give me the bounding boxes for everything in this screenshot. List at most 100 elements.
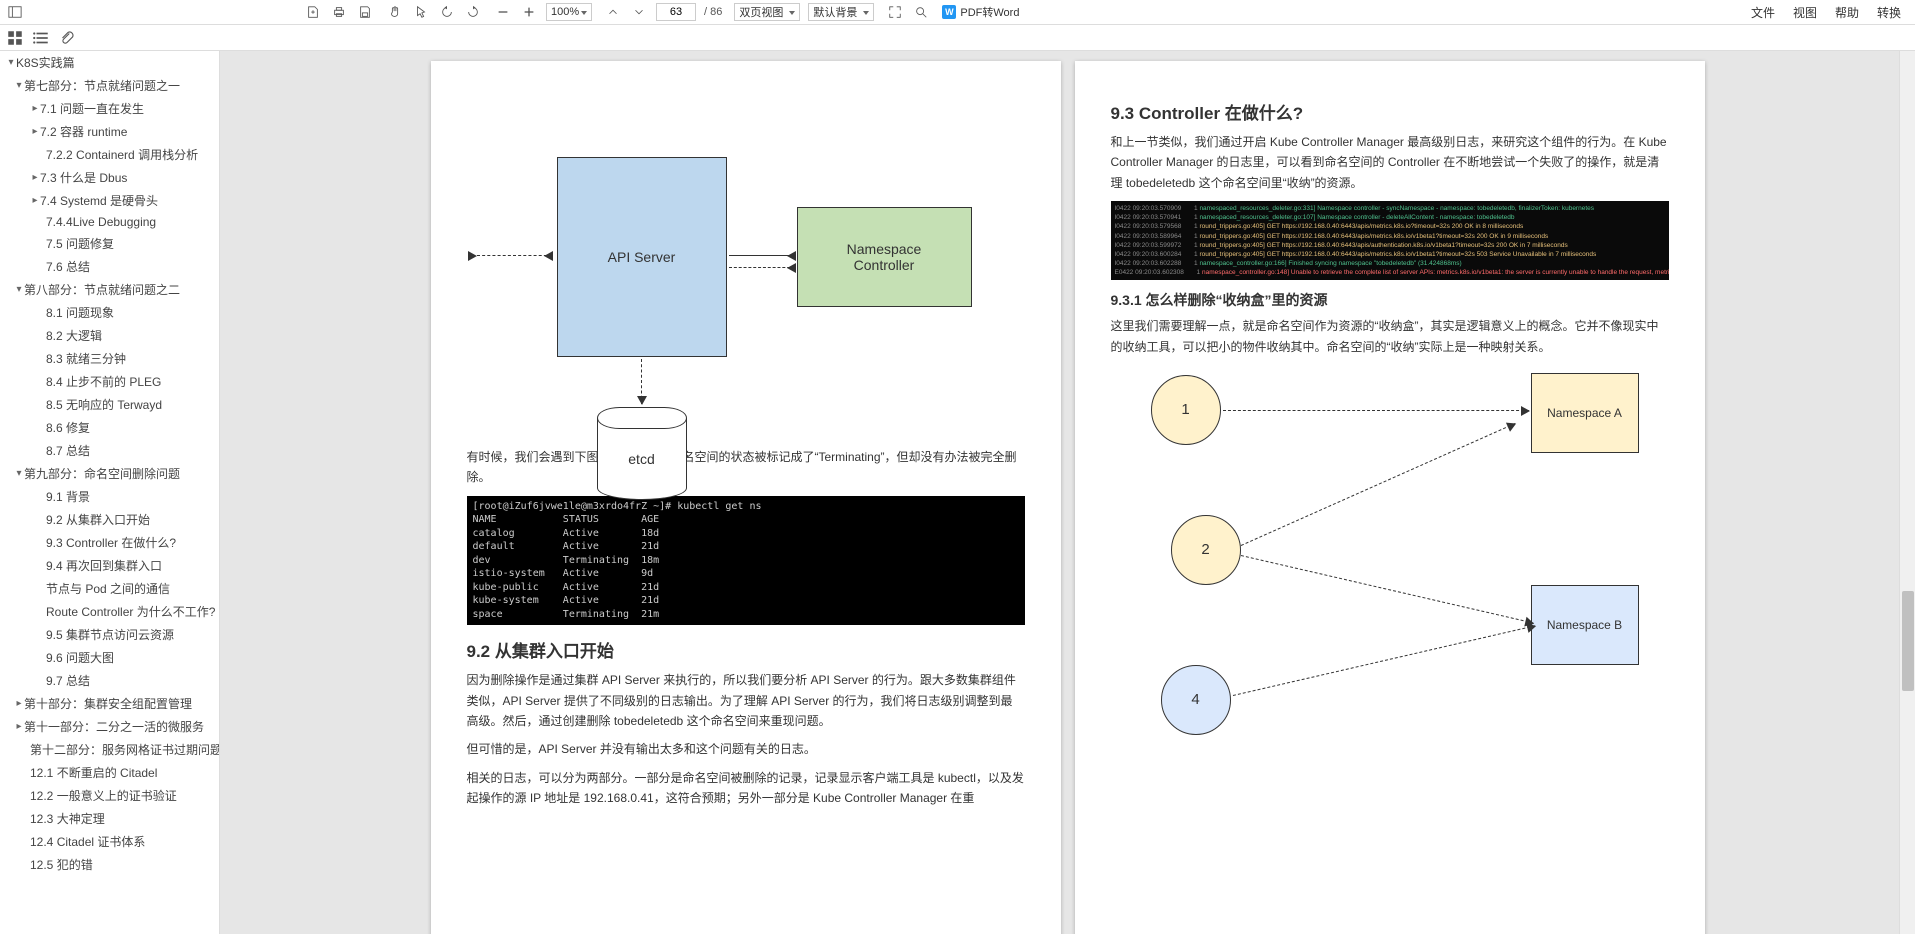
tree-p9-a[interactable]: 节点与 Pod 之间的通信 — [0, 577, 219, 600]
para-r2: 这里我们需要理解一点，就是命名空间作为资源的“收纳盒”，其实是逻辑意义上的概念。… — [1111, 316, 1669, 357]
tree-p7-4-4[interactable]: 7.4.4Live Debugging — [0, 212, 219, 232]
tree-p9-4[interactable]: 9.4 再次回到集群入口 — [0, 554, 219, 577]
view-tabs — [0, 25, 1915, 51]
zoom-out-icon[interactable] — [494, 3, 512, 21]
para-3: 但可惜的是，API Server 并没有输出太多和这个问题有关的日志。 — [467, 739, 1025, 759]
edge-2-a — [1240, 423, 1514, 546]
tree-p7-5[interactable]: 7.5 问题修复 — [0, 232, 219, 255]
api-server-box: API Server — [557, 157, 727, 357]
pointer-icon[interactable] — [412, 3, 430, 21]
tree-p7-4[interactable]: ▸7.4 Systemd 是硬骨头 — [0, 189, 219, 212]
view-mode-select[interactable]: 双页视图 — [734, 3, 800, 21]
page-input[interactable] — [656, 3, 696, 21]
tree-p12-2[interactable]: 12.2 一般意义上的证书验证 — [0, 784, 219, 807]
tree-p7-6[interactable]: 7.6 总结 — [0, 255, 219, 278]
tree-p7-3[interactable]: ▸7.3 什么是 Dbus — [0, 166, 219, 189]
rotate-right-icon[interactable] — [464, 3, 482, 21]
para-r1: 和上一节类似，我们通过开启 Kube Controller Manager 最高… — [1111, 132, 1669, 193]
tree-p8-1[interactable]: 8.1 问题现象 — [0, 301, 219, 324]
rotate-left-icon[interactable] — [438, 3, 456, 21]
page-left: API Server Namespace Controller etcd 有时候… — [431, 61, 1061, 934]
tree-p12[interactable]: 第十二部分：服务网格证书过期问题 — [0, 738, 219, 761]
tree-p12-1[interactable]: 12.1 不断重启的 Citadel — [0, 761, 219, 784]
pdf-viewer: API Server Namespace Controller etcd 有时候… — [220, 51, 1915, 934]
pdf-to-word-button[interactable]: W PDF转Word — [942, 4, 1019, 20]
body: ▾K8S实践篇 ▾第七部分：节点就绪问题之一 ▸7.1 问题一直在发生 ▸7.2… — [0, 51, 1915, 934]
tree-p9[interactable]: ▾第九部分：命名空间删除问题 — [0, 462, 219, 485]
fullscreen-icon[interactable] — [886, 3, 904, 21]
tree-p8-6[interactable]: 8.6 修复 — [0, 416, 219, 439]
save-icon[interactable] — [356, 3, 374, 21]
main-toolbar: 100% / 86 双页视图 默认背景 W PDF转Word 文件 — [0, 0, 1915, 25]
app-root: 100% / 86 双页视图 默认背景 W PDF转Word 文件 — [0, 0, 1915, 934]
sidebar-toggle-icon[interactable] — [6, 3, 24, 21]
tree-p10[interactable]: ▸第十部分：集群安全组配置管理 — [0, 692, 219, 715]
tree-p12-3[interactable]: 12.3 大神定理 — [0, 807, 219, 830]
page-up-icon[interactable] — [604, 3, 622, 21]
para-4: 相关的日志，可以分为两部分。一部分是命名空间被删除的记录，记录显示客户端工具是 … — [467, 768, 1025, 809]
tree-p8-2[interactable]: 8.2 大逻辑 — [0, 324, 219, 347]
export-icon[interactable] — [304, 3, 322, 21]
outline-view-icon[interactable] — [32, 29, 50, 47]
tree-p9-6[interactable]: 9.6 问题大图 — [0, 646, 219, 669]
print-icon[interactable] — [330, 3, 348, 21]
zoom-in-icon[interactable] — [520, 3, 538, 21]
bg-mode-select[interactable]: 默认背景 — [808, 3, 874, 21]
tree-p8-3[interactable]: 8.3 就绪三分钟 — [0, 347, 219, 370]
arrow-api-to-etcd — [641, 359, 642, 404]
word-badge-icon: W — [942, 5, 956, 19]
attachment-view-icon[interactable] — [58, 29, 76, 47]
outline-sidebar[interactable]: ▾K8S实践篇 ▾第七部分：节点就绪问题之一 ▸7.1 问题一直在发生 ▸7.2… — [0, 51, 220, 934]
node-1: 1 — [1151, 375, 1221, 445]
tree-p8-5[interactable]: 8.5 无响应的 Terwayd — [0, 393, 219, 416]
etcd-cylinder: etcd — [597, 407, 687, 502]
tree-p9-b[interactable]: Route Controller 为什么不工作? — [0, 600, 219, 623]
tree-p8[interactable]: ▾第八部分：节点就绪问题之二 — [0, 278, 219, 301]
thumbnail-view-icon[interactable] — [6, 29, 24, 47]
terminal-output: [root@iZuf6jvwe1le@m3xrdo4frZ ~]# kubect… — [467, 496, 1025, 626]
menu-convert[interactable]: 转换 — [1877, 4, 1901, 21]
namespace-a-box: Namespace A — [1531, 373, 1639, 453]
node-4: 4 — [1161, 665, 1231, 735]
menu-file[interactable]: 文件 — [1751, 4, 1775, 21]
page-down-icon[interactable] — [630, 3, 648, 21]
ns-controller-box: Namespace Controller — [797, 207, 972, 307]
scrollbar-thumb[interactable] — [1902, 591, 1914, 691]
tree-p8-4[interactable]: 8.4 止步不前的 PLEG — [0, 370, 219, 393]
tree-p12-4[interactable]: 12.4 Citadel 证书体系 — [0, 830, 219, 853]
edge-4-b — [1232, 625, 1534, 696]
heading-9-2: 9.2 从集群入口开始 — [467, 637, 1025, 662]
search-icon[interactable] — [912, 3, 930, 21]
arrow-ns-to-api — [729, 255, 795, 256]
tree-p9-1[interactable]: 9.1 背景 — [0, 485, 219, 508]
tree-p9-3[interactable]: 9.3 Controller 在做什么? — [0, 531, 219, 554]
tree-p7-2-2[interactable]: 7.2.2 Containerd 调用栈分析 — [0, 143, 219, 166]
para-1: 有时候，我们会遇到下图中的问题，即命名空间的状态被标记成了“Terminatin… — [467, 447, 1025, 488]
diagram-api-server: API Server Namespace Controller etcd — [467, 87, 1025, 437]
edge-1-a — [1223, 410, 1529, 411]
tree-root[interactable]: ▾K8S实践篇 — [0, 51, 219, 74]
tree-p7[interactable]: ▾第七部分：节点就绪问题之一 — [0, 74, 219, 97]
tree-p9-7[interactable]: 9.7 总结 — [0, 669, 219, 692]
zoom-value[interactable]: 100% — [546, 3, 592, 21]
tree-p7-2[interactable]: ▸7.2 容器 runtime — [0, 120, 219, 143]
heading-9-3-1: 9.3.1 怎么样删除“收纳盒”里的资源 — [1111, 290, 1669, 310]
node-2: 2 — [1171, 515, 1241, 585]
arrow-in — [477, 255, 552, 256]
hand-tool-icon[interactable] — [386, 3, 404, 21]
edge-2-b — [1240, 555, 1533, 623]
menu-help[interactable]: 帮助 — [1835, 4, 1859, 21]
tree-p9-2[interactable]: 9.2 从集群入口开始 — [0, 508, 219, 531]
page-right: 9.3 Controller 在做什么? 和上一节类似，我们通过开启 Kube … — [1075, 61, 1705, 934]
menu-view[interactable]: 视图 — [1793, 4, 1817, 21]
tree-p7-1[interactable]: ▸7.1 问题一直在发生 — [0, 97, 219, 120]
para-2: 因为删除操作是通过集群 API Server 来执行的，所以我们要分析 API … — [467, 670, 1025, 731]
tree-p8-7[interactable]: 8.7 总结 — [0, 439, 219, 462]
tree-p11[interactable]: ▸第十一部分：二分之一活的微服务 — [0, 715, 219, 738]
tree-p9-5[interactable]: 9.5 集群节点访问云资源 — [0, 623, 219, 646]
vertical-scrollbar[interactable] — [1899, 51, 1915, 934]
log-output: I0422 09:20:03.570909 1 namespaced_resou… — [1111, 201, 1669, 280]
namespace-b-box: Namespace B — [1531, 585, 1639, 665]
heading-9-3: 9.3 Controller 在做什么? — [1111, 99, 1669, 124]
tree-p12-5[interactable]: 12.5 犯的错 — [0, 853, 219, 876]
